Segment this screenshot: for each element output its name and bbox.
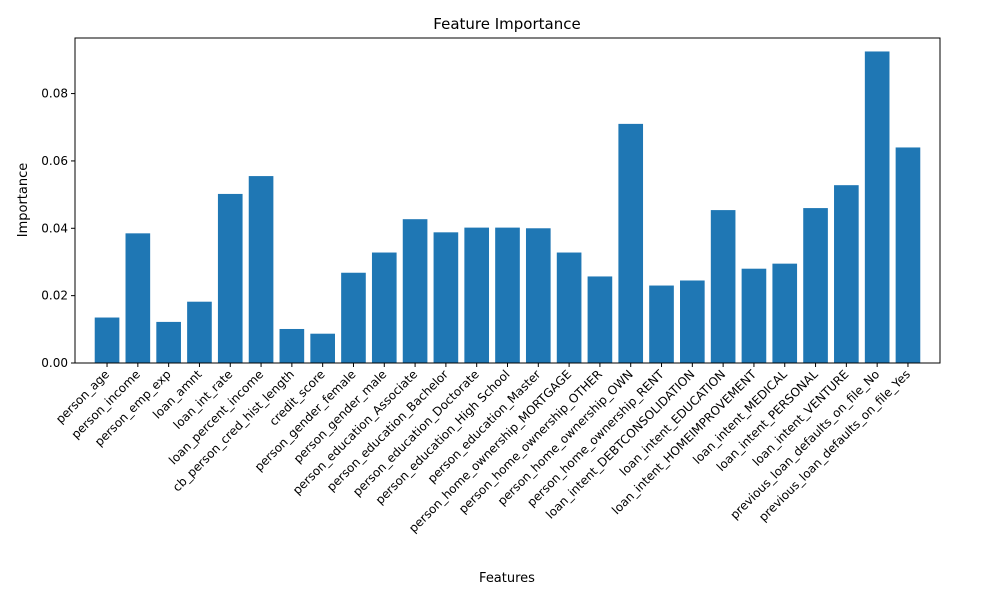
bar-person-home-ownership-other xyxy=(587,276,613,363)
bar-person-income xyxy=(125,233,151,363)
y-tick-label: 0.02 xyxy=(41,289,68,303)
bar-person-gender-female xyxy=(341,272,366,363)
bar-previous-loan-defaults-on-file-no xyxy=(864,51,890,363)
bar-person-age xyxy=(94,317,120,363)
bar-loan-intent-education xyxy=(710,210,736,363)
bar-person-gender-male xyxy=(371,252,397,363)
y-tick-label: 0.06 xyxy=(41,154,68,168)
bar-loan-int-rate xyxy=(217,193,243,363)
bar-person-home-ownership-own xyxy=(618,123,644,363)
bar-person-home-ownership-rent xyxy=(649,285,674,363)
bar-person-emp-exp xyxy=(156,321,181,363)
chart-title: Feature Importance xyxy=(433,15,580,33)
y-axis-ticks: 0.00 0.02 0.04 0.06 0.08 xyxy=(41,87,75,370)
bar-loan-intent-personal xyxy=(803,208,828,363)
bar-loan-intent-debtconsolidation xyxy=(680,280,705,363)
bar-previous-loan-defaults-on-file-yes xyxy=(895,147,921,363)
bar-person-education-bachelor xyxy=(433,232,459,363)
bar-person-home-ownership-mortgage xyxy=(556,252,582,363)
bar-credit-score xyxy=(310,333,335,363)
bar-loan-amnt xyxy=(187,301,212,363)
bar-loan-intent-venture xyxy=(834,185,859,363)
bar-loan-intent-homeimprovement xyxy=(741,268,767,363)
bar-loan-percent-income xyxy=(248,176,274,363)
bar-loan-intent-medical xyxy=(772,263,798,363)
bars-layer xyxy=(94,51,921,363)
x-axis-title: Features xyxy=(479,571,535,586)
y-tick-label: 0.00 xyxy=(41,356,68,370)
y-tick-label: 0.08 xyxy=(41,87,68,101)
y-tick-label: 0.04 xyxy=(41,221,68,235)
bar-person-education-associate xyxy=(402,219,428,363)
bar-person-education-doctorate xyxy=(464,227,490,363)
y-axis-title: Importance xyxy=(16,163,31,238)
bar-cb-person-cred-hist-length xyxy=(279,328,305,363)
bar-person-education-master xyxy=(525,228,551,363)
plot-frame xyxy=(74,37,941,364)
x-axis-ticks: person_ageperson_incomeperson_emp_exploa… xyxy=(53,363,913,535)
bar-person-education-high-school xyxy=(495,227,520,363)
